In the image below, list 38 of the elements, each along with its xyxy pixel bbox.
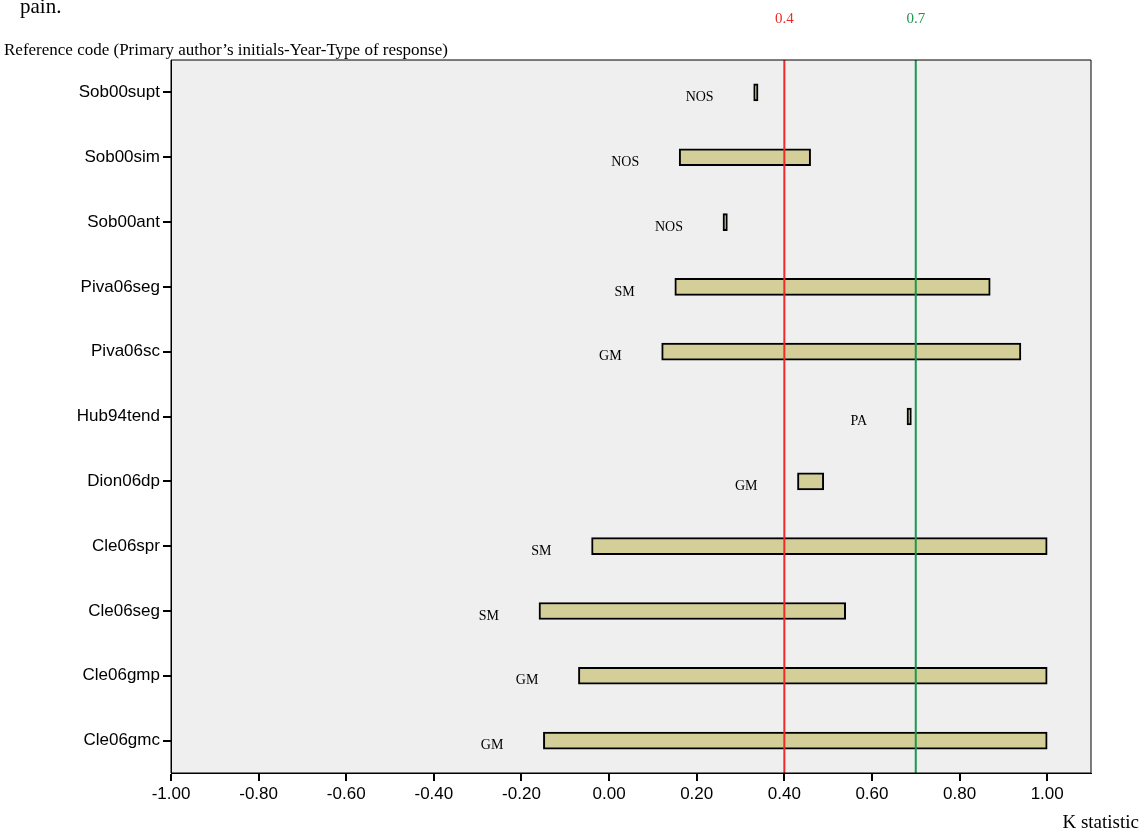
x-tick-label: -0.60 <box>326 783 366 803</box>
y-tick-label: Sob00ant <box>87 211 161 231</box>
data-label: PA <box>850 413 868 429</box>
data-label: SM <box>531 542 553 558</box>
data-label: GM <box>515 672 539 688</box>
y-tick-label: Piva06seg <box>80 276 160 296</box>
data-label: GM <box>734 477 759 493</box>
x-tick-label: -0.20 <box>502 783 541 803</box>
y-tick-label: Dion06dp <box>87 471 160 491</box>
x-tick-label: 0.80 <box>943 783 977 803</box>
y-tick-label: Piva06sc <box>91 341 161 361</box>
x-tick-label: -0.80 <box>239 783 278 803</box>
y-tick-label: Sob00supt <box>78 82 161 102</box>
x-tick-label: 0.40 <box>767 783 801 803</box>
ref-line-label: 0.4 <box>774 10 795 27</box>
x-tick-label: 0.20 <box>680 783 714 803</box>
x-tick-label: 1.00 <box>1030 783 1064 803</box>
data-label: NOS <box>611 153 640 169</box>
y-axis-title: Reference code (Primary author’s initials-Year-Type of response) <box>4 39 448 59</box>
text: pain. <box>20 0 62 19</box>
data-label: GM <box>480 737 504 753</box>
x-tick-label: -0.40 <box>414 783 454 803</box>
y-tick-label: Hub94tend <box>76 406 160 426</box>
x-axis-title: K statistic <box>1062 811 1139 833</box>
y-tick-label: Cle06gmp <box>82 665 160 685</box>
data-label: SM <box>478 607 500 623</box>
x-tick-label: 0.60 <box>855 783 889 803</box>
y-tick-label: Sob00sim <box>84 146 160 166</box>
ref-line-label: 0.7 <box>906 10 926 27</box>
x-tick-label: -1.00 <box>151 783 191 803</box>
x-tick-label: 0.00 <box>592 783 626 803</box>
y-tick-label: Cle06spr <box>91 535 161 555</box>
y-tick-label: Cle06seg <box>88 600 160 620</box>
data-label: GM <box>599 348 623 364</box>
y-tick-label: Cle06gmc <box>83 730 161 750</box>
data-label: SM <box>614 283 636 299</box>
data-label: NOS <box>654 218 683 234</box>
data-label: NOS <box>685 89 714 105</box>
